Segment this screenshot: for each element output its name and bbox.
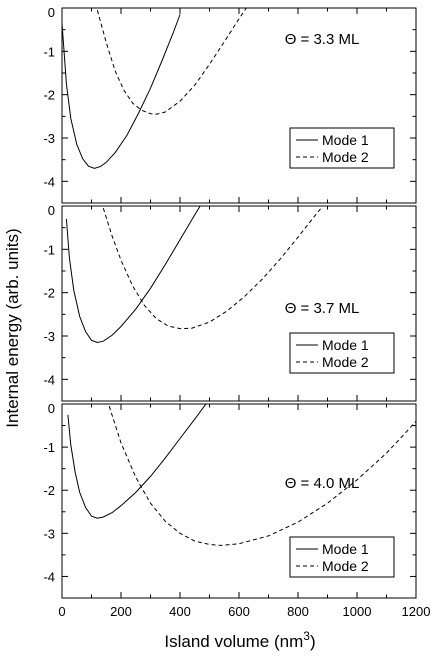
- legend-box: [289, 536, 395, 578]
- legend-label: Mode 1: [322, 337, 369, 353]
- x-axis-label-main: Island volume (nm: [164, 632, 303, 651]
- chart-panel-3: 0 -1 -2 -3 -4 0 200 400 600 800 1000 1200 Θ = 4.0 ML…: [43, 401, 430, 619]
- legend-label: Mode 1: [322, 541, 369, 557]
- y-tick-label: -2: [43, 483, 55, 498]
- y-tick-label: -3: [43, 526, 55, 541]
- y-tick-label: -4: [43, 569, 55, 584]
- x-tick-label: 200: [110, 604, 132, 619]
- legend-label: Mode 2: [322, 558, 369, 574]
- legend-label: Mode 2: [322, 149, 369, 165]
- x-axis-label-close: ): [310, 632, 316, 651]
- legend-box: [289, 332, 395, 374]
- series-line-mode-1: [62, 14, 181, 169]
- series-line-mode-1: [65, 206, 201, 344]
- y-tick-label: -1: [43, 440, 55, 455]
- y-tick-label: 0: [48, 5, 55, 20]
- x-axis-label: Island volume (nm3): [164, 629, 315, 651]
- x-tick-label: 0: [58, 604, 65, 619]
- y-tick-label: -2: [43, 286, 55, 301]
- series-line-mode-1: [67, 404, 207, 519]
- coverage-annotation: Θ = 4.0 ML: [285, 475, 360, 492]
- x-tick-label: 1200: [402, 604, 431, 619]
- coverage-annotation: Θ = 3.7 ML: [285, 300, 360, 317]
- y-tick-label: -4: [43, 174, 55, 189]
- x-tick-label: 800: [287, 604, 309, 619]
- legend-label: Mode 1: [322, 132, 369, 148]
- y-tick-label: -3: [43, 329, 55, 344]
- x-axis-label-superscript: 3: [303, 629, 310, 643]
- y-tick-label: 0: [48, 401, 55, 416]
- y-axis-label: Internal energy (arb. units): [3, 228, 22, 427]
- y-tick-label: -3: [43, 131, 55, 146]
- coverage-annotation: Θ = 3.3 ML: [285, 31, 360, 48]
- series-line-mode-2: [102, 206, 324, 330]
- x-tick-label: 1000: [343, 604, 372, 619]
- x-tick-label: 400: [169, 604, 191, 619]
- y-tick-label: -4: [43, 372, 55, 387]
- y-tick-label: 0: [48, 203, 55, 218]
- series-line-mode-2: [96, 8, 247, 115]
- y-tick-label: -1: [43, 44, 55, 59]
- y-tick-label: -1: [43, 242, 55, 257]
- x-tick-label: 600: [228, 604, 250, 619]
- plot-frame: [61, 7, 417, 204]
- legend-label: Mode 2: [322, 354, 369, 370]
- y-tick-label: -2: [43, 88, 55, 103]
- series-line-mode-2: [108, 406, 416, 546]
- legend-box: [289, 127, 395, 169]
